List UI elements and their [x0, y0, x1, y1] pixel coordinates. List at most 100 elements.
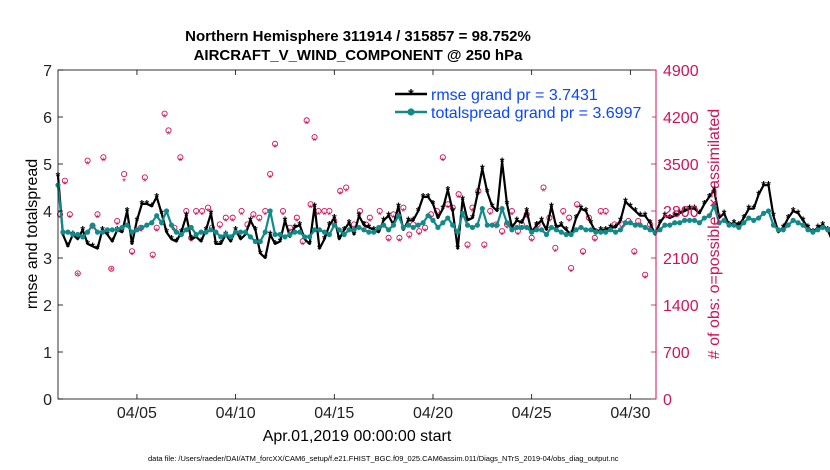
- obs-assimilated-point: *: [189, 237, 193, 248]
- obs-possible-point: [141, 174, 148, 181]
- rmse-point: *: [386, 209, 391, 223]
- totalspread-point: [642, 224, 648, 231]
- rmse-point: *: [228, 235, 233, 249]
- obs-assimilated-point: *: [338, 190, 342, 201]
- plot-area: [58, 70, 656, 399]
- rmse-point: *: [579, 202, 584, 216]
- rmse-point: *: [741, 212, 746, 226]
- obs-assimilated-point: *: [109, 266, 113, 277]
- totalspread-point: [524, 224, 530, 231]
- rmse-point: *: [302, 233, 307, 247]
- obs-possible-point: [574, 201, 581, 208]
- rmse-point: *: [549, 200, 554, 214]
- totalspread-point: [292, 229, 298, 235]
- rmse-point: *: [707, 190, 712, 204]
- obs-possible-point: [642, 271, 649, 278]
- rmse-point: *: [238, 233, 243, 247]
- rmse-point: *: [761, 179, 766, 193]
- obs-assimilated-point: *: [101, 157, 105, 168]
- totalspread-point: [267, 208, 273, 214]
- axes: 04/05 04/10 04/15 04/20 04/25 04/30 0 1 2 3 4 5 6 7 0 7…: [43, 63, 699, 422]
- rmse-point: *: [682, 205, 687, 219]
- rmse-point: *: [490, 200, 495, 214]
- totalspread-point: [529, 229, 535, 235]
- totalspread-point: [119, 224, 125, 231]
- chart-subtitle: AIRCRAFT_V_WIND_COMPONENT @ 250 hPa: [194, 47, 524, 64]
- rmse-point: *: [367, 221, 372, 235]
- obs-possible-point: [114, 218, 121, 225]
- obs-assimilated-point: *: [505, 224, 509, 235]
- obs-assimilated-point: *: [218, 224, 222, 235]
- totalspread-point: [410, 224, 416, 231]
- totalspread-point: [677, 220, 683, 226]
- totalspread-point: [425, 213, 431, 219]
- totalspread-point: [608, 227, 614, 233]
- totalspread-point: [307, 234, 313, 240]
- rmse-point: *: [677, 207, 682, 221]
- totalspread-point: [736, 224, 742, 231]
- totalspread-point: [504, 220, 510, 226]
- totalspread-point: [104, 227, 110, 233]
- totalspread-point: [445, 215, 451, 221]
- totalspread-point: [756, 215, 762, 221]
- obs-assimilated-point: *: [368, 217, 372, 228]
- totalspread-point: [662, 222, 668, 228]
- obs-assimilated-point: *: [392, 214, 396, 225]
- obs-assimilated-point: *: [327, 210, 331, 221]
- obs-possible-point: [481, 241, 488, 248]
- obs-assimilated-point: *: [58, 214, 62, 225]
- rmse-point: *: [485, 186, 490, 200]
- rmse-point: *: [441, 202, 446, 216]
- totalspread-point: [588, 227, 594, 233]
- y-tick-label-left: 5: [43, 157, 52, 174]
- totalspread-point: [237, 229, 244, 235]
- rmse-point: *: [184, 209, 189, 223]
- totalspread-point: [770, 222, 777, 228]
- obs-assimilated-point: *: [569, 267, 573, 278]
- obs-possible-point: [385, 234, 392, 241]
- obs-assimilated-point: *: [178, 157, 182, 168]
- totalspread-point: [578, 224, 584, 231]
- totalspread-point: [144, 222, 150, 228]
- totalspread-point: [652, 229, 658, 235]
- totalspread-point: [213, 229, 219, 235]
- legend-spread-marker: [407, 108, 415, 116]
- rmse-point: *: [174, 235, 179, 249]
- totalspread-point: [405, 222, 411, 228]
- totalspread-point: [154, 213, 160, 219]
- rmse-point: *: [317, 242, 322, 256]
- totalspread-point: [716, 220, 722, 226]
- rmse-point: *: [697, 207, 702, 221]
- totalspread-point: [124, 222, 130, 228]
- totalspread-point: [435, 224, 441, 231]
- obs-possible-point: [396, 234, 403, 241]
- totalspread-point: [765, 208, 772, 214]
- rmse-point: *: [796, 207, 801, 221]
- obs-assimilated-point: *: [575, 204, 579, 215]
- legend-rmse-marker: *: [408, 86, 414, 102]
- obs-assimilated-point: *: [86, 160, 90, 171]
- totalspread-point: [252, 238, 258, 245]
- rmse-point: *: [643, 209, 648, 223]
- obs-assimilated-point: *: [387, 237, 391, 248]
- obs-assimilated-point: *: [231, 217, 235, 228]
- totalspread-point: [223, 231, 229, 238]
- obs-possible-point: [631, 248, 638, 255]
- totalspread-point: [75, 231, 81, 238]
- rmse-point: *: [717, 212, 722, 226]
- obs-assimilated-point: *: [206, 207, 210, 218]
- obs-possible-point: [121, 171, 128, 178]
- y-axis-label-left: rmse and totalspread: [24, 159, 41, 309]
- series-lines: ****** * ******** * ***** *** * *** * * * **** *** **…: [55, 155, 830, 266]
- obs-assimilated-point: *: [96, 214, 100, 225]
- obs-assimilated-point: *: [476, 190, 480, 201]
- obs-assimilated-point: *: [313, 137, 317, 148]
- totalspread-point: [178, 231, 184, 238]
- obs-assimilated-point: *: [251, 214, 255, 225]
- totalspread-point: [509, 227, 515, 233]
- totalspread-point: [247, 234, 254, 240]
- obs-assimilated-point: *: [581, 251, 585, 262]
- rmse-point: *: [169, 233, 174, 247]
- rmse-point: *: [352, 228, 357, 242]
- totalspread-point: [173, 229, 180, 235]
